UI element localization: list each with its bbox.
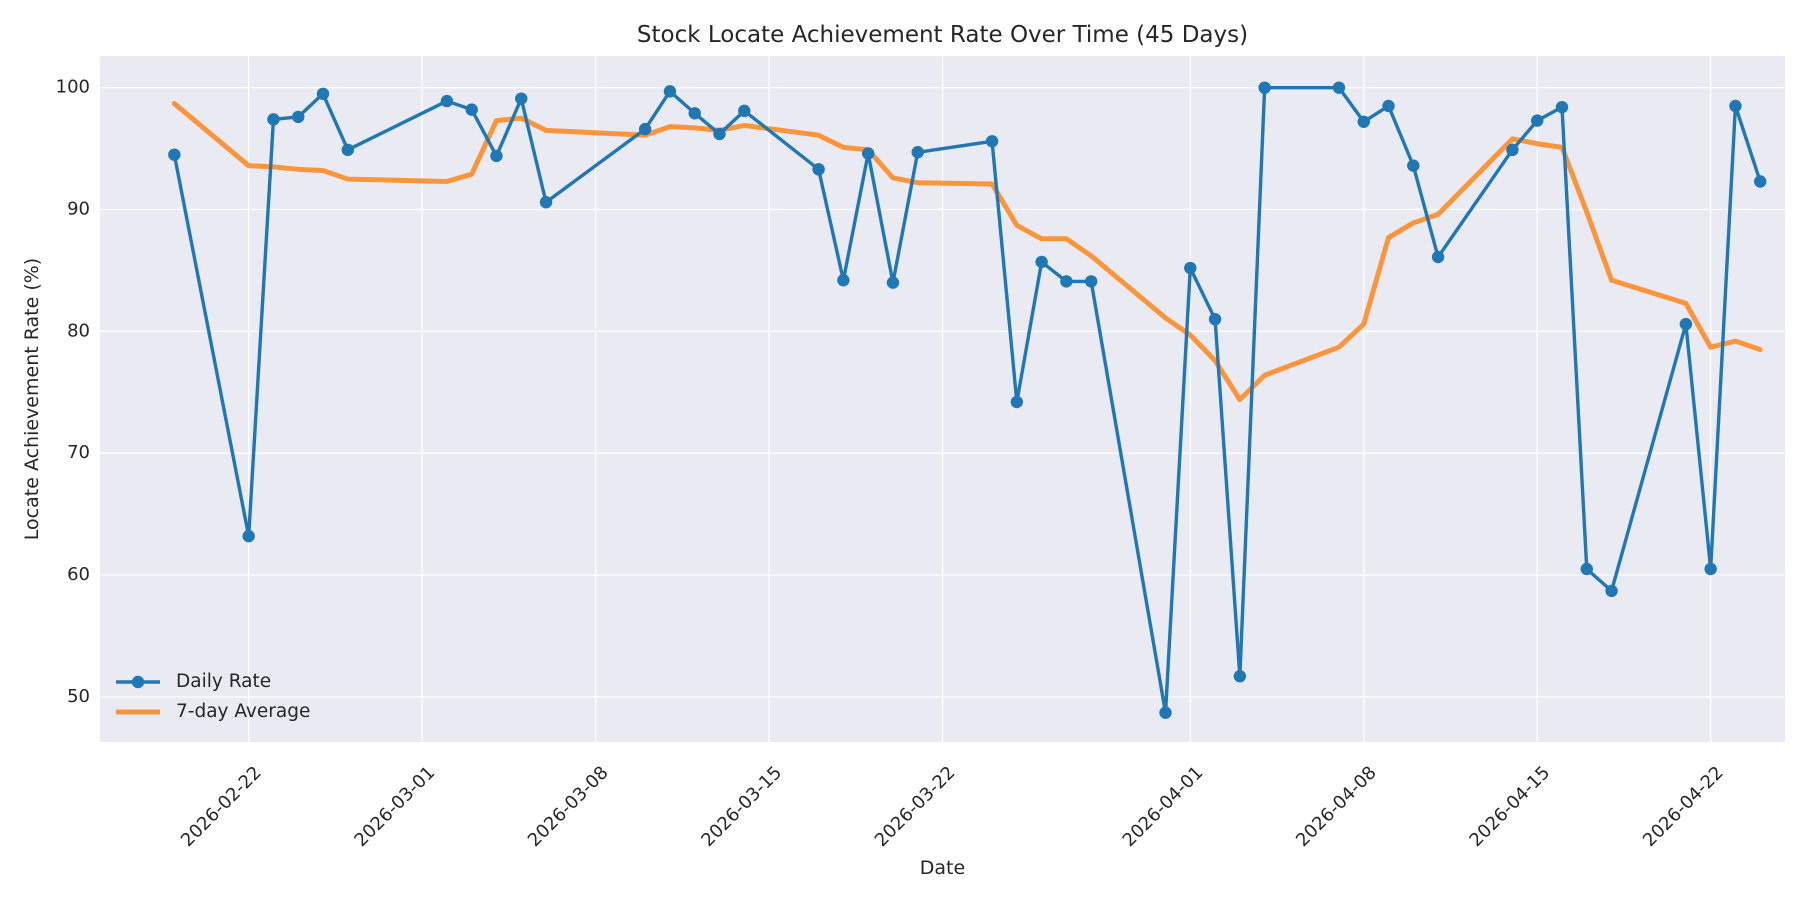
data-point-daily-rate — [1531, 114, 1544, 127]
data-point-daily-rate — [1704, 562, 1717, 576]
data-point-daily-rate — [292, 110, 305, 124]
data-point-daily-rate — [242, 529, 255, 543]
x-axis-ticks: 2026-02-22 2026-03-01 2026-03-08 2026-03-15… — [177, 762, 1728, 851]
data-point-daily-rate — [1382, 99, 1395, 113]
y-tick-label: 100 — [56, 77, 90, 98]
y-tick-label: 80 — [67, 320, 90, 341]
data-point-daily-rate — [267, 113, 280, 126]
y-tick-label: 50 — [67, 686, 90, 707]
series-layer — [168, 81, 1767, 719]
y-tick-label: 70 — [67, 442, 90, 463]
x-axis-title: Date — [920, 857, 965, 879]
data-point-daily-rate — [1233, 670, 1247, 683]
data-point-daily-rate — [341, 143, 354, 157]
data-point-daily-rate — [1184, 261, 1197, 275]
data-point-daily-rate — [1035, 255, 1048, 269]
x-tick-label: 2026-03-08 — [524, 762, 613, 851]
x-tick-label: 2026-04-15 — [1465, 762, 1554, 851]
data-point-daily-rate — [316, 87, 330, 100]
data-point-daily-rate — [1729, 99, 1742, 113]
data-point-daily-rate — [1555, 100, 1569, 114]
data-point-daily-rate — [1506, 143, 1519, 157]
data-point-daily-rate — [638, 122, 652, 136]
data-point-daily-rate — [911, 146, 924, 159]
data-point-daily-rate — [539, 196, 553, 209]
y-tick-label: 60 — [67, 564, 90, 585]
data-point-daily-rate — [738, 104, 751, 118]
data-point-daily-rate — [1084, 275, 1098, 288]
legend: Daily Rate 7-day Average — [116, 671, 310, 722]
x-tick-label: 2026-03-15 — [697, 762, 786, 851]
data-point-daily-rate — [1407, 159, 1420, 172]
y-tick-label: 90 — [67, 199, 90, 220]
chart-title: Stock Locate Achievement Rate Over Time … — [637, 22, 1248, 48]
y-axis-title: Locate Achievement Rate (%) — [21, 258, 43, 540]
x-tick-label: 2026-03-22 — [871, 762, 960, 851]
data-point-daily-rate — [1580, 562, 1593, 576]
data-point-daily-rate — [713, 127, 726, 141]
data-point-daily-rate — [465, 103, 478, 116]
legend-label-daily-rate: Daily Rate — [176, 671, 271, 692]
data-point-daily-rate — [1060, 275, 1073, 288]
data-point-daily-rate — [1357, 115, 1370, 128]
grid-lines — [100, 56, 1785, 742]
data-point-daily-rate — [1332, 81, 1346, 94]
series-line-7-day-average — [171, 101, 1763, 403]
data-point-daily-rate — [1208, 312, 1222, 326]
data-point-daily-rate — [168, 148, 181, 161]
data-point-daily-rate — [886, 276, 900, 289]
legend-label-7-day-average: 7-day Average — [176, 701, 310, 722]
data-point-daily-rate — [1010, 395, 1024, 409]
data-point-daily-rate — [1605, 584, 1618, 598]
legend-marker-daily-rate — [131, 675, 145, 689]
data-point-daily-rate — [812, 163, 825, 176]
data-point-daily-rate — [861, 147, 875, 160]
data-point-daily-rate — [837, 273, 850, 287]
y-axis-ticks: 50 60 70 80 90 100 — [56, 77, 90, 707]
x-tick-label: 2026-04-22 — [1639, 762, 1728, 851]
data-point-daily-rate — [490, 149, 503, 163]
x-tick-label: 2026-02-22 — [177, 762, 266, 851]
x-tick-label: 2026-04-08 — [1292, 762, 1381, 851]
data-point-daily-rate — [1679, 317, 1693, 331]
data-point-daily-rate — [985, 135, 999, 148]
x-tick-label: 2026-03-01 — [350, 762, 439, 851]
data-point-daily-rate — [440, 94, 454, 108]
x-tick-label: 2026-04-01 — [1119, 762, 1208, 851]
data-point-daily-rate — [1754, 175, 1767, 188]
data-point-daily-rate — [1159, 706, 1172, 719]
data-point-daily-rate — [515, 92, 528, 105]
data-point-daily-rate — [688, 107, 701, 120]
data-point-daily-rate — [1258, 81, 1271, 94]
data-point-daily-rate — [1431, 250, 1445, 264]
data-point-daily-rate — [663, 85, 677, 98]
